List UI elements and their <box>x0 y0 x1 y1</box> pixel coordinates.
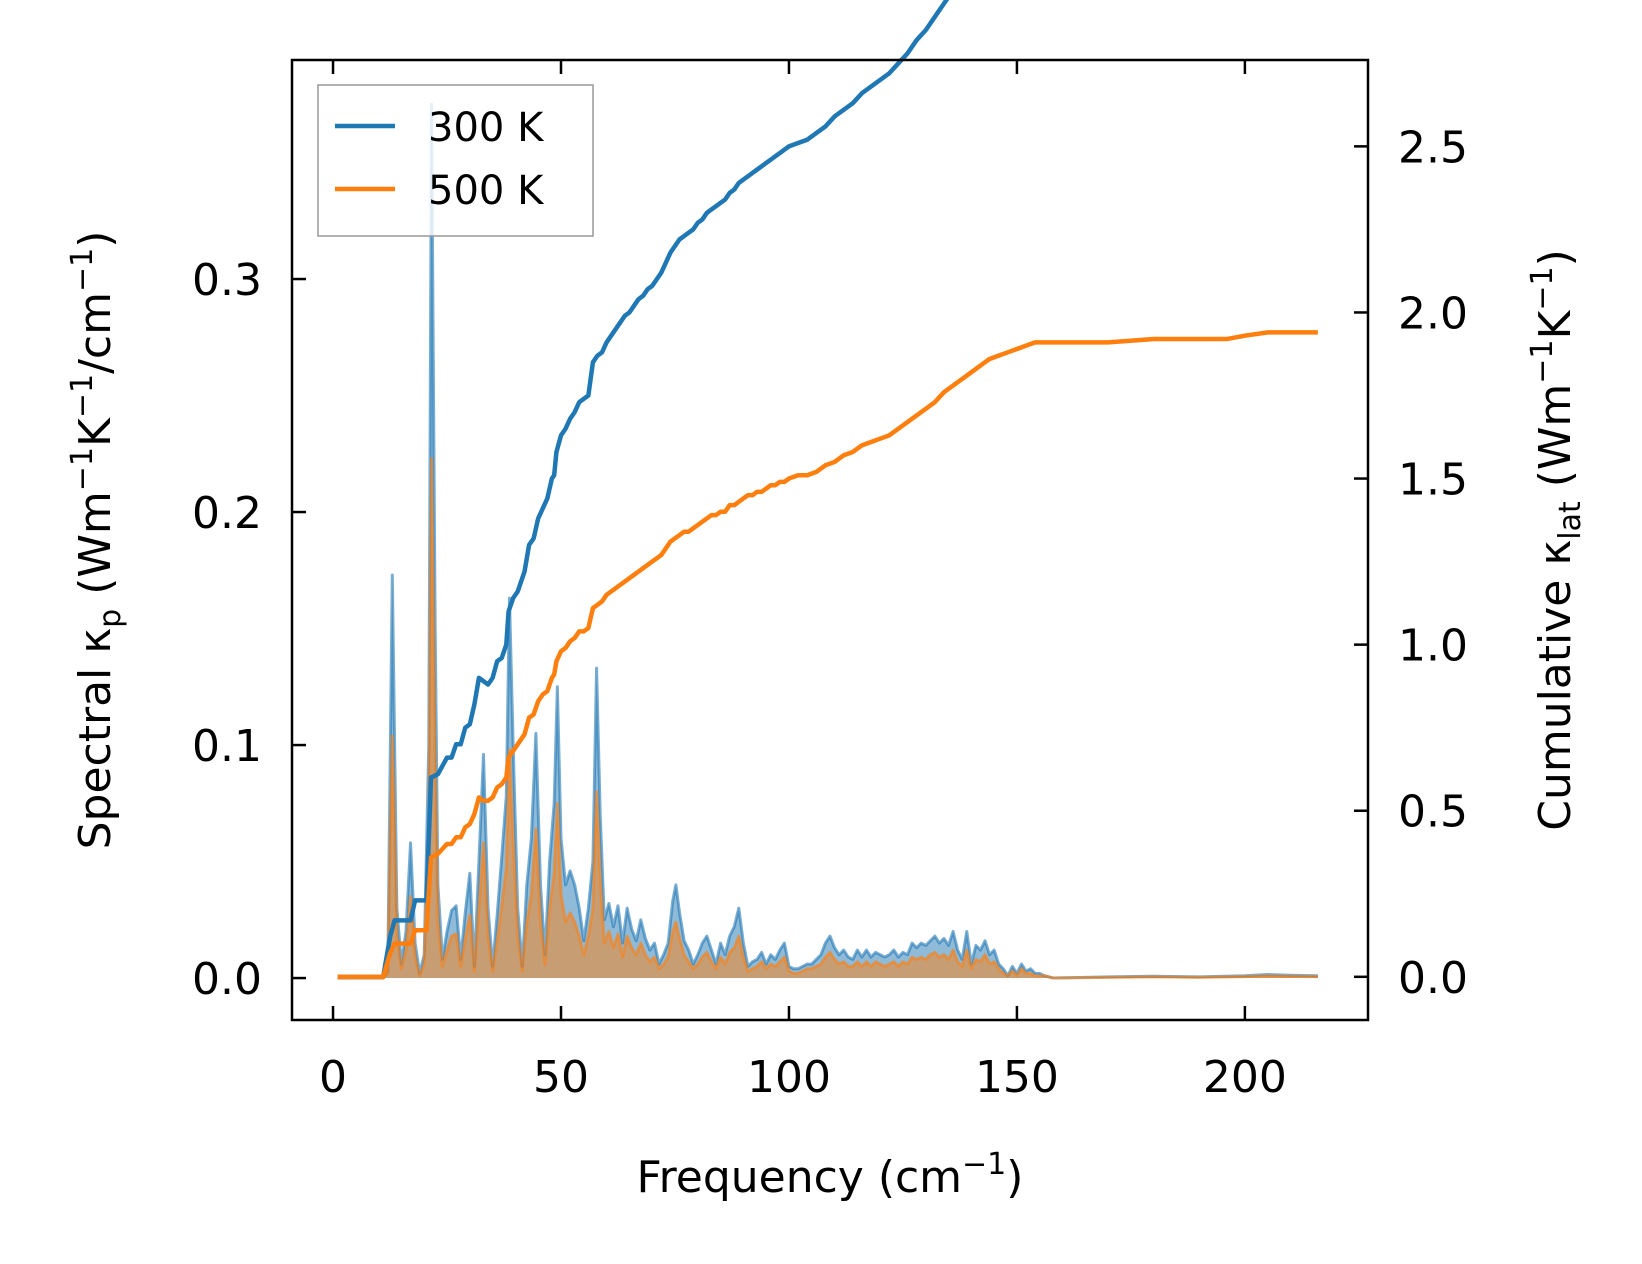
right-y-tick-label: 2.5 <box>1398 122 1468 173</box>
right-y-tick-label: 2.0 <box>1398 288 1468 339</box>
plot-frame <box>290 58 1370 1022</box>
cumulative-line-300K <box>337 0 950 980</box>
legend-box <box>317 84 594 237</box>
x-tick-label: 100 <box>747 1052 831 1103</box>
x-axis-ticks: 0 50 100 150 200 <box>319 60 1287 1103</box>
left-y-tick-label: 0.3 <box>192 255 262 306</box>
right-y-tick-label: 1.5 <box>1398 455 1468 506</box>
spectral-line-300K <box>337 102 1318 980</box>
x-tick-label: 50 <box>533 1052 589 1103</box>
cumulative-line-500K <box>337 330 1318 980</box>
left-y-axis-label: Spectral κp (Wm−1K−1/cm−1) <box>65 231 128 850</box>
legend-label-500K: 500 K <box>428 168 545 214</box>
x-axis-label: Frequency (cm−1) <box>637 1147 1024 1203</box>
legend: 300 K 500 K <box>317 84 594 237</box>
right-y-tick-label: 1.0 <box>1398 621 1468 672</box>
x-tick-label: 200 <box>1203 1052 1287 1103</box>
right-y-tick-label: 0.0 <box>1398 953 1468 1004</box>
spectral-line-500K <box>337 456 1318 980</box>
right-y-axis-label: Cumulative κlat (Wm−1K−1) <box>1525 249 1588 831</box>
x-tick-label: 150 <box>975 1052 1059 1103</box>
left-y-tick-label: 0.1 <box>192 721 262 772</box>
right-y-tick-label: 0.5 <box>1398 787 1468 838</box>
spectral-fill-500K <box>337 458 1318 979</box>
cumulative-lines <box>337 0 1318 980</box>
spectral-fills <box>337 104 1318 979</box>
left-y-tick-label: 0.0 <box>192 954 262 1005</box>
x-tick-label: 0 <box>319 1052 347 1103</box>
left-y-axis-ticks: 0.0 0.1 0.2 0.3 <box>192 255 306 1005</box>
right-y-axis-ticks: 0.0 0.5 1.0 1.5 2.0 2.5 <box>1354 122 1468 1004</box>
spectral-lines <box>337 102 1318 980</box>
legend-label-300K: 300 K <box>428 105 545 151</box>
left-y-tick-label: 0.2 <box>192 488 262 539</box>
